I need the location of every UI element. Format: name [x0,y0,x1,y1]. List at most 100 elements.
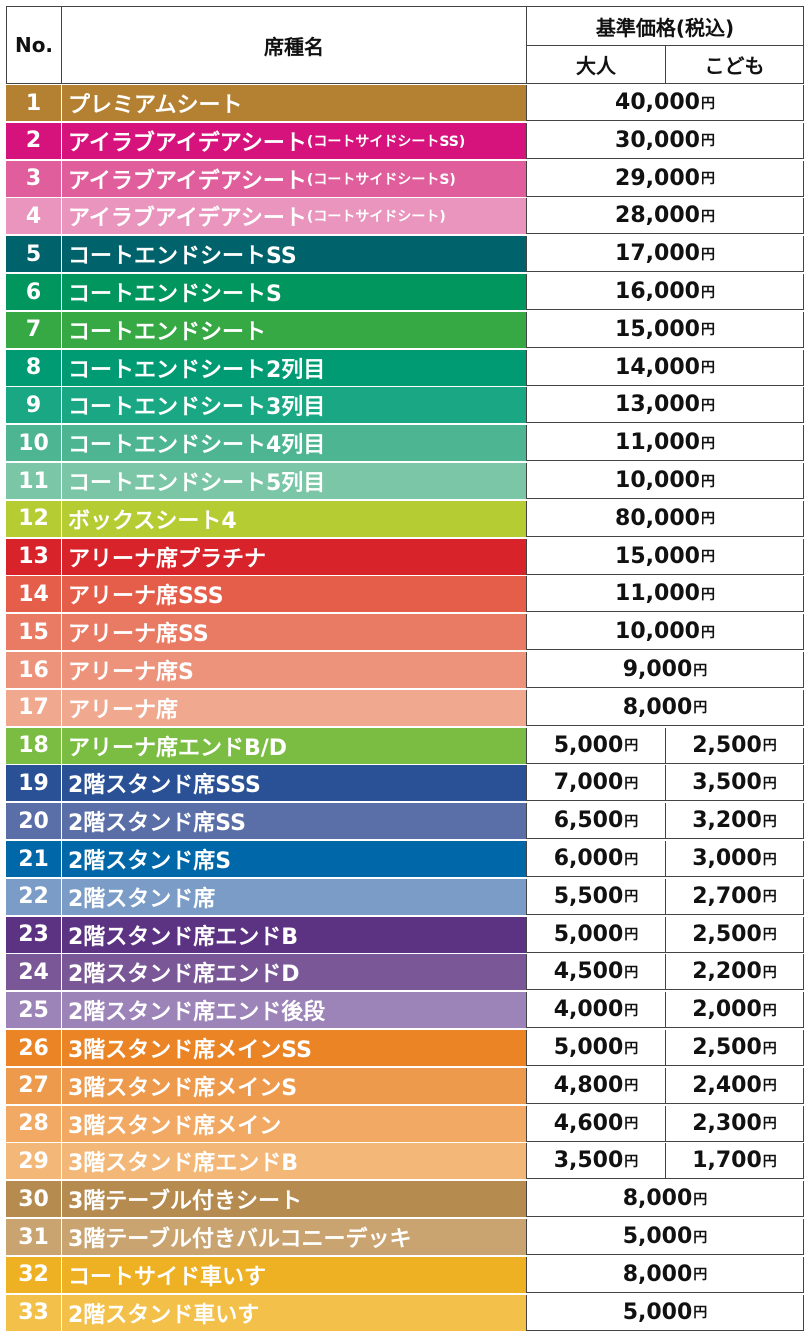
price-value: 2,200 [692,959,762,985]
price-value: 5,000 [622,1299,693,1325]
seat-name: 3階スタンド席メイン [62,1105,526,1142]
seat-name-text: コートサイド車いす [68,1264,267,1290]
price-value: 10,000 [615,468,700,493]
adult-price: 6,500 円 [526,803,666,840]
base-price: 11,000 円 [526,576,804,613]
seat-number: 26 [6,1030,61,1066]
child-price: 3,500 円 [665,765,804,802]
seat-number: 14 [6,576,61,613]
yen-unit: 円 [700,473,715,490]
seat-name: コートエンドシート3列目 [62,387,526,424]
seat-name: アイラブアイデアシート (コートサイドシート) [62,198,526,235]
price-value: 29,000 [615,165,700,191]
seat-name: アリーナ席プラチナ [62,538,526,575]
seat-number: 27 [6,1067,61,1104]
child-price: 2,700 円 [665,878,804,915]
child-price: 2,000 円 [665,992,804,1029]
seat-number: 5 [6,236,61,273]
price-value: 28,000 [615,203,700,229]
table-row: 1 プレミアムシート 40,000 円 [6,85,804,121]
seat-name: アイラブアイデアシート (コートサイドシートS) [62,160,526,197]
adult-price: 4,600 円 [526,1105,666,1142]
seat-number: 18 [6,727,61,764]
table-row: 33 2階スタンド車いす 5,000 円 [6,1294,804,1331]
table-row: 20 2階スタンド席SS 6,500 円 3,200 円 [6,803,804,840]
yen-unit: 円 [700,284,715,301]
price-value: 5,000 [622,1224,693,1249]
seat-name: コートエンドシート5列目 [62,463,526,499]
seat-name-text: 3階スタンド席メインS [68,1075,298,1101]
base-price: 5,000 円 [526,1219,804,1255]
price-value: 7,000 [553,770,624,796]
table-row: 30 3階テーブル付きシート 8,000 円 [6,1181,804,1218]
table-row: 10 コートエンドシート4列目 11,000 円 [6,425,804,462]
yen-unit: 円 [762,889,777,906]
price-value: 14,000 [615,354,700,380]
table-row: 6 コートエンドシートS 16,000 円 [6,274,804,310]
base-price: 15,000 円 [526,311,804,348]
price-value: 2,400 [692,1072,762,1098]
adult-price: 5,000 円 [526,727,666,764]
seat-name-text: コートエンドシート [68,319,267,345]
price-value: 1,700 [692,1148,762,1174]
seat-name: コートサイド車いす [62,1256,526,1293]
yen-unit: 円 [624,964,639,981]
price-value: 15,000 [615,316,700,342]
base-price: 8,000 円 [526,689,804,726]
adult-price: 4,000 円 [526,992,666,1029]
seat-number: 12 [6,500,61,537]
base-price: 30,000 円 [526,122,804,159]
seat-name-text: コートエンドシート2列目 [68,357,326,383]
yen-unit: 円 [762,1153,777,1170]
price-value: 30,000 [615,127,700,153]
yen-unit: 円 [700,511,715,528]
seat-name: 2階スタンド席エンドB [62,916,526,953]
seat-name-text: 2階スタンド席S [68,849,232,874]
table-row: 9 コートエンドシート3列目 13,000 円 [6,387,804,424]
seat-name-text: 2階スタンド席エンドB [68,924,299,950]
seat-name-text: プレミアムシート [68,93,243,118]
yen-unit: 円 [762,927,777,944]
yen-unit: 円 [693,1267,708,1284]
seat-name-text: コートエンドシート4列目 [68,433,326,459]
table-row: 16 アリーナ席S 9,000 円 [6,652,804,688]
child-price: 3,000 円 [665,841,804,877]
yen-unit: 円 [624,738,639,755]
base-price: 10,000 円 [526,463,804,499]
seat-number: 24 [6,954,61,991]
base-price: 13,000 円 [526,387,804,424]
seat-name: 2階スタンド席エンドD [62,954,526,991]
price-value: 3,200 [692,808,762,834]
seat-number: 7 [6,311,61,348]
seat-name: アリーナ席SSS [62,576,526,613]
table-row: 8 コートエンドシート2列目 14,000 円 [6,349,804,386]
yen-unit: 円 [762,1078,777,1095]
yen-unit: 円 [624,889,639,906]
seat-name: ボックスシート4 [62,500,526,537]
adult-price: 4,500 円 [526,954,666,991]
yen-unit: 円 [693,700,708,717]
yen-unit: 円 [762,964,777,981]
price-value: 6,000 [553,846,624,871]
table-row: 7 コートエンドシート 15,000 円 [6,311,804,348]
seat-name: コートエンドシートS [62,274,526,310]
yen-unit: 円 [700,435,715,452]
price-value: 8,000 [622,1261,693,1287]
seat-number: 15 [6,614,61,651]
price-value: 4,600 [553,1110,624,1136]
base-price: 9,000 円 [526,652,804,688]
adult-price: 7,000 円 [526,765,666,802]
table-row: 2 アイラブアイデアシート (コートサイドシートSS) 30,000 円 [6,122,804,159]
seat-name-text: アリーナ席エンドB/D [68,735,288,761]
table-row: 18 アリーナ席エンドB/D 5,000 円 2,500 円 [6,727,804,764]
seat-number: 30 [6,1181,61,1218]
price-value: 4,000 [553,997,624,1023]
seat-name: 2階スタンド席SSS [62,765,526,802]
yen-unit: 円 [693,1305,708,1322]
seat-name-text: 2階スタンド席エンド後段 [68,1000,326,1026]
yen-unit: 円 [700,549,715,566]
yen-unit: 円 [762,813,777,830]
table-row: 27 3階スタンド席メインS 4,800 円 2,400 円 [6,1067,804,1104]
base-price: 14,000 円 [526,349,804,386]
yen-unit: 円 [762,1116,777,1133]
